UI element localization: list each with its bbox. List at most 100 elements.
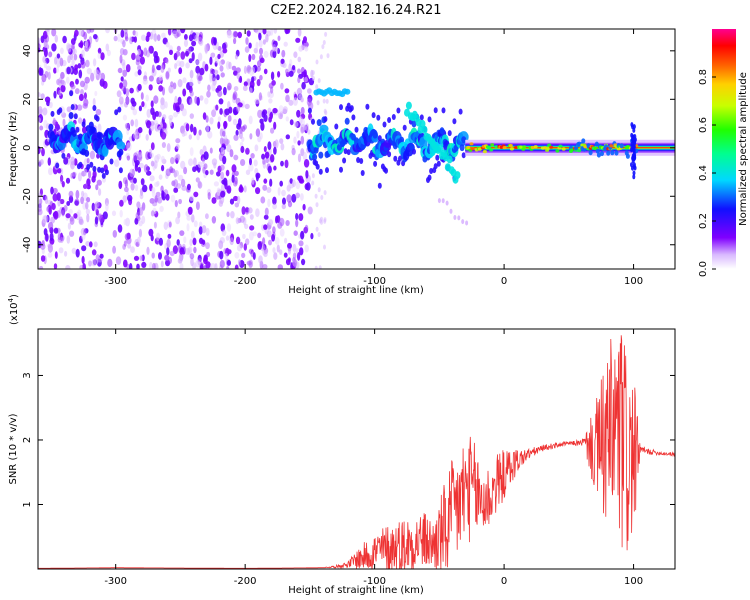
- snr-scale-label: (x104): [7, 294, 20, 325]
- carrier-cell: [477, 147, 482, 151]
- noise-cell: [260, 122, 265, 131]
- noise-cell: [226, 31, 233, 39]
- noise-cell: [249, 214, 254, 220]
- noise-cell: [133, 255, 140, 261]
- noise-cell: [321, 44, 325, 50]
- snr-frame: [37, 328, 676, 570]
- noise-cell: [78, 69, 83, 79]
- noise-cell: [65, 177, 71, 184]
- noise-cell: [165, 193, 170, 201]
- spectrogram-y-label: Frequency (Hz): [8, 111, 19, 187]
- ridge-cell: [351, 114, 356, 121]
- ridge-cell: [452, 118, 457, 125]
- noise-cell: [122, 40, 126, 48]
- noise-cell: [63, 205, 68, 212]
- noise-cell: [198, 129, 202, 136]
- carrier-cell: [600, 151, 604, 157]
- noise-cell: [263, 224, 268, 230]
- carrier-cell: [596, 152, 601, 158]
- noise-cell: [197, 181, 203, 189]
- noise-cell: [259, 29, 264, 34]
- noise-cell: [50, 216, 56, 224]
- noise-cell: [227, 249, 232, 255]
- noise-cell: [233, 86, 239, 92]
- noise-cell: [63, 157, 69, 165]
- noise-cell: [272, 50, 277, 59]
- noise-cell: [184, 34, 188, 40]
- spectrogram-x-tick-label: 100: [624, 276, 643, 287]
- noise-cell: [302, 152, 307, 161]
- ridge-cell: [465, 220, 469, 226]
- noise-cell: [211, 109, 217, 118]
- noise-cell: [138, 162, 144, 169]
- ridge-cell: [339, 166, 343, 173]
- noise-cell: [316, 100, 320, 106]
- noise-cell: [194, 95, 198, 104]
- noise-cell: [166, 238, 171, 248]
- spectrogram-y-tick-label: -40: [22, 237, 33, 253]
- spectrogram-x-tick-label: -200: [234, 276, 257, 287]
- snr-y-tick-label: 2: [22, 437, 33, 443]
- noise-cell: [98, 188, 102, 196]
- noise-cell: [231, 174, 235, 183]
- noise-cell: [245, 169, 251, 176]
- snr-x-axis: -300 -200 -100 0 100: [104, 329, 643, 587]
- noise-cell: [40, 159, 44, 165]
- noise-cell: [240, 145, 245, 154]
- noise-cell: [53, 90, 57, 99]
- noise-cell: [186, 215, 192, 221]
- noise-cell: [258, 39, 263, 48]
- noise-cell: [165, 58, 169, 64]
- colorbar: 0.0 0.2 0.4 0.6 0.8 Normalized spectral ampl…: [698, 29, 749, 277]
- noise-cell: [160, 102, 166, 110]
- noise-cell: [232, 30, 238, 39]
- ridge-cell: [97, 166, 102, 173]
- noise-cell: [195, 201, 200, 210]
- noise-cell: [248, 163, 254, 172]
- noise-cell: [190, 230, 195, 239]
- spectrogram-y-tick-label: 20: [22, 93, 33, 106]
- noise-cell: [291, 147, 296, 156]
- noise-cell: [129, 263, 133, 269]
- noise-cell: [234, 264, 239, 269]
- noise-cell: [145, 151, 150, 161]
- snr-y-tick-label: 1: [22, 501, 33, 507]
- noise-cell: [285, 29, 291, 34]
- noise-cell: [272, 44, 277, 52]
- ridge-cell: [101, 172, 106, 179]
- noise-cell: [38, 203, 42, 211]
- noise-cell: [256, 79, 261, 87]
- noise-cell: [122, 62, 126, 70]
- noise-cell: [226, 259, 231, 266]
- noise-cell: [158, 252, 162, 260]
- noise-cell: [161, 131, 167, 140]
- noise-cell: [136, 201, 141, 209]
- noise-cell: [148, 228, 154, 237]
- noise-cell: [226, 265, 230, 269]
- noise-cell: [69, 230, 75, 237]
- noise-cell: [272, 226, 276, 234]
- noise-cell: [185, 50, 189, 57]
- noise-cell: [211, 216, 217, 224]
- ridge-cell: [439, 127, 445, 135]
- noise-cell: [270, 127, 275, 134]
- noise-cell: [268, 239, 272, 246]
- ridge-cell: [342, 157, 347, 164]
- noise-cell: [49, 101, 53, 109]
- noise-cell: [77, 63, 82, 69]
- noise-cell: [180, 51, 186, 60]
- noise-cell: [167, 29, 172, 36]
- noise-cell: [105, 43, 110, 52]
- noise-cell: [99, 253, 104, 259]
- noise-cell: [78, 117, 83, 124]
- noise-cell: [115, 256, 122, 265]
- carrier-cell: [489, 148, 494, 152]
- noise-cell: [298, 213, 304, 222]
- noise-cell: [188, 134, 192, 140]
- noise-cell: [66, 66, 71, 75]
- noise-cell: [253, 159, 258, 167]
- noise-cell: [274, 237, 280, 245]
- noise-cell: [97, 47, 102, 55]
- carrier-cell: [561, 147, 566, 151]
- noise-cell: [303, 124, 307, 131]
